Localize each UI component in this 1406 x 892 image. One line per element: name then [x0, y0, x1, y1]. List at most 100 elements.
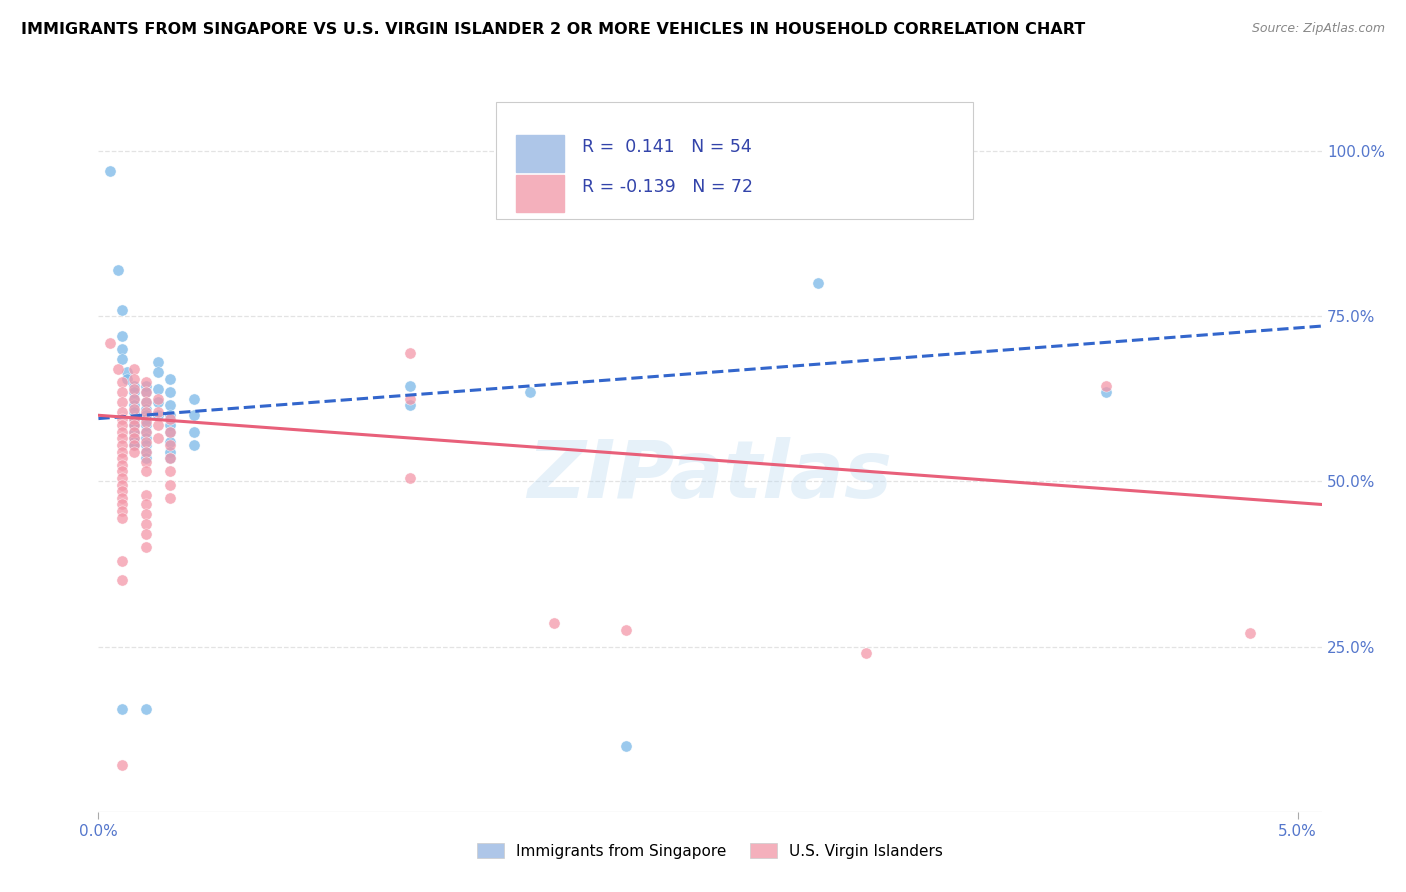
Point [159, 451, 181, 466]
Point [135, 541, 157, 555]
Point [183, 425, 205, 439]
Point [135, 517, 157, 532]
Point [124, 418, 146, 433]
Point [159, 434, 181, 449]
Point [111, 477, 134, 491]
Point [135, 434, 157, 449]
Point [124, 392, 146, 406]
Point [111, 352, 134, 367]
Point [135, 527, 157, 541]
Point [135, 415, 157, 429]
Point [1094, 385, 1116, 400]
Point [124, 398, 146, 412]
Point [543, 616, 565, 631]
Point [159, 409, 181, 423]
Point [124, 425, 146, 439]
Point [111, 504, 134, 518]
Point [111, 758, 134, 772]
Text: ZIPatlas: ZIPatlas [527, 437, 893, 516]
Text: R =  0.141   N = 54: R = 0.141 N = 54 [582, 138, 751, 156]
Point [124, 372, 146, 386]
Point [159, 385, 181, 400]
Point [111, 471, 134, 485]
Point [135, 465, 157, 479]
Point [111, 510, 134, 524]
Point [124, 438, 146, 452]
Point [111, 302, 134, 317]
Text: IMMIGRANTS FROM SINGAPORE VS U.S. VIRGIN ISLANDER 2 OR MORE VEHICLES IN HOUSEHOL: IMMIGRANTS FROM SINGAPORE VS U.S. VIRGIN… [21, 22, 1085, 37]
Point [111, 329, 134, 343]
Point [124, 411, 146, 425]
Point [614, 623, 637, 637]
Point [124, 418, 146, 433]
Point [135, 385, 157, 400]
Point [124, 378, 146, 392]
Point [855, 646, 877, 660]
Point [124, 405, 146, 419]
Point [159, 398, 181, 412]
Point [159, 425, 181, 439]
Point [159, 444, 181, 458]
Point [135, 454, 157, 468]
Point [100, 163, 122, 178]
Text: Source: ZipAtlas.com: Source: ZipAtlas.com [1251, 22, 1385, 36]
Point [111, 702, 134, 716]
Point [159, 438, 181, 452]
Point [148, 395, 170, 409]
Point [1239, 626, 1261, 640]
Point [148, 431, 170, 445]
Point [159, 425, 181, 439]
Point [111, 574, 134, 588]
Point [111, 444, 134, 458]
FancyBboxPatch shape [496, 102, 973, 219]
Point [111, 554, 134, 568]
Point [111, 411, 134, 425]
Point [135, 425, 157, 439]
Point [111, 425, 134, 439]
Point [107, 362, 129, 376]
Point [148, 365, 170, 379]
Point [124, 362, 146, 376]
Point [159, 418, 181, 433]
Point [135, 498, 157, 512]
Point [100, 335, 122, 350]
Point [135, 444, 157, 458]
Point [124, 401, 146, 416]
Point [135, 395, 157, 409]
Point [148, 382, 170, 396]
Point [399, 345, 422, 359]
Point [159, 451, 181, 466]
Point [111, 491, 134, 505]
Point [183, 409, 205, 423]
Point [399, 471, 422, 485]
Text: R = -0.139   N = 72: R = -0.139 N = 72 [582, 178, 752, 196]
Point [124, 382, 146, 396]
Point [124, 438, 146, 452]
FancyBboxPatch shape [516, 175, 564, 212]
Point [135, 451, 157, 466]
Point [135, 401, 157, 416]
Point [135, 385, 157, 400]
Point [135, 411, 157, 425]
Point [807, 276, 830, 290]
Point [135, 444, 157, 458]
Point [135, 431, 157, 445]
Point [124, 411, 146, 425]
Point [159, 372, 181, 386]
Point [159, 491, 181, 505]
Point [399, 392, 422, 406]
Point [183, 438, 205, 452]
Point [111, 385, 134, 400]
Point [135, 425, 157, 439]
Point [124, 444, 146, 458]
Point [519, 385, 541, 400]
Point [124, 385, 146, 400]
Point [148, 418, 170, 433]
Point [115, 372, 138, 386]
Point [111, 498, 134, 512]
Point [135, 508, 157, 522]
Point [111, 376, 134, 390]
Point [148, 405, 170, 419]
Point [111, 465, 134, 479]
Point [159, 477, 181, 491]
